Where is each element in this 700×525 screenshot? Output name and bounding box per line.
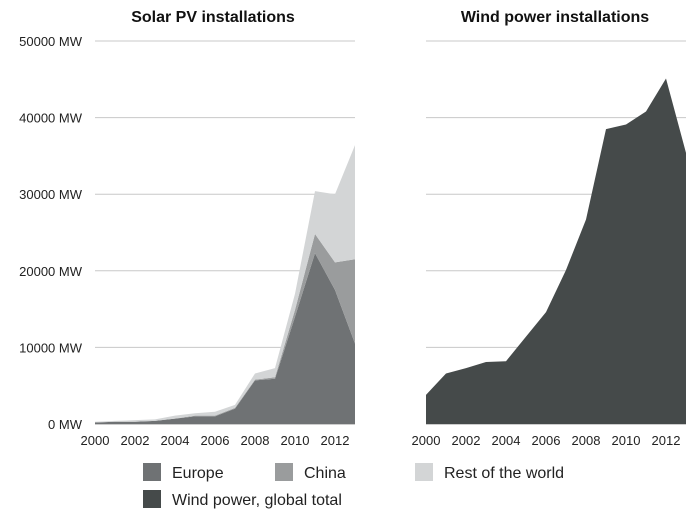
x-tick-label: 2006 — [201, 433, 230, 448]
x-tick-label: 2004 — [492, 433, 521, 448]
y-tick-label: 40000 MW — [19, 111, 83, 126]
x-tick-label: 2012 — [652, 433, 681, 448]
x-tick-label: 2012 — [321, 433, 350, 448]
legend-label: China — [304, 465, 346, 482]
wind-title: Wind power installations — [461, 9, 649, 26]
x-tick-label: 2008 — [572, 433, 601, 448]
legend-label: Rest of the world — [444, 465, 564, 482]
legend-swatch — [143, 463, 161, 481]
y-tick-label: 10000 MW — [19, 340, 83, 355]
y-tick-label: 50000 MW — [19, 34, 83, 49]
legend-swatch — [143, 490, 161, 508]
area-europe — [95, 253, 355, 424]
x-tick-label: 2000 — [412, 433, 441, 448]
y-tick-label: 0 MW — [48, 417, 83, 432]
x-tick-label: 2010 — [281, 433, 310, 448]
x-tick-label: 2004 — [161, 433, 190, 448]
area-wind-power-global-total — [426, 78, 686, 424]
legend-swatch — [415, 463, 433, 481]
legend-swatch — [275, 463, 293, 481]
x-tick-label: 2000 — [81, 433, 110, 448]
x-tick-label: 2008 — [241, 433, 270, 448]
x-tick-label: 2002 — [121, 433, 150, 448]
x-tick-label: 2006 — [532, 433, 561, 448]
legend-label: Wind power, global total — [172, 492, 342, 509]
x-tick-label: 2010 — [612, 433, 641, 448]
solar-title: Solar PV installations — [131, 9, 295, 26]
y-tick-label: 30000 MW — [19, 187, 83, 202]
x-tick-label: 2002 — [452, 433, 481, 448]
y-tick-label: 20000 MW — [19, 264, 83, 279]
legend-label: Europe — [172, 465, 224, 482]
